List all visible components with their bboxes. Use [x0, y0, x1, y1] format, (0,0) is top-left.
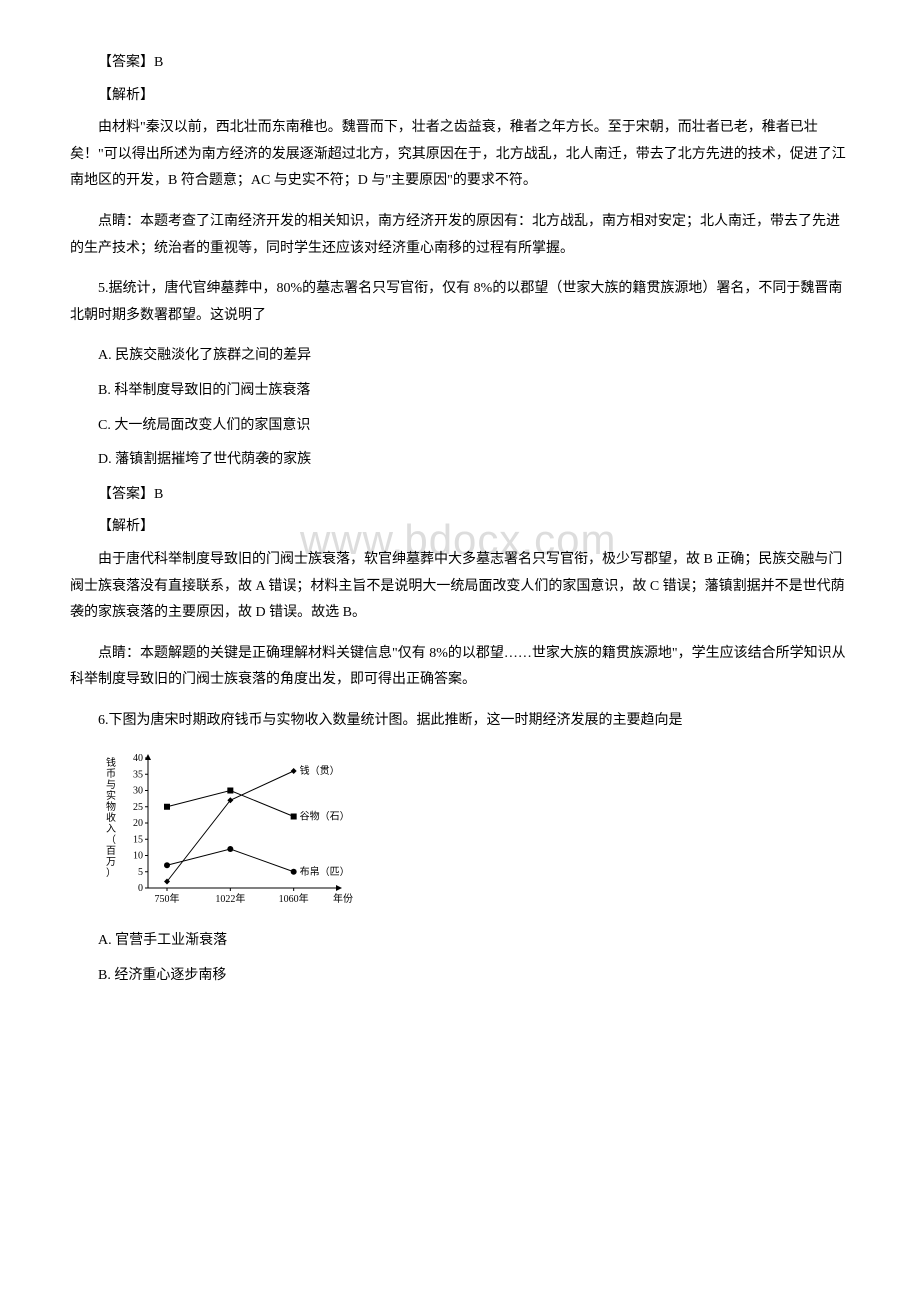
svg-text:1022年: 1022年: [215, 892, 245, 905]
q6-stem: 6.下图为唐宋时期政府钱币与实物收入数量统计图。据此推断，这一时期经济发展的主要…: [70, 708, 850, 735]
svg-text:30: 30: [133, 786, 143, 797]
q5-option-b: B. 科举制度导致旧的门阀士族衰落: [70, 378, 850, 405]
svg-text:5: 5: [138, 867, 143, 878]
svg-text:百: 百: [106, 845, 116, 857]
svg-text:谷物（石）: 谷物（石）: [300, 810, 350, 823]
q5-analysis-text: 由于唐代科举制度导致旧的门阀士族衰落，软官绅墓葬中大多墓志署名只写官衔，极少写郡…: [70, 547, 850, 627]
svg-text:年份: 年份: [333, 892, 353, 905]
q5-answer: 【答案】B: [70, 482, 850, 509]
q4-analysis-label: 【解析】: [70, 83, 850, 110]
q5-option-d: D. 藩镇割据摧垮了世代荫袭的家族: [70, 447, 850, 474]
svg-text:入: 入: [106, 824, 116, 835]
q4-analysis-text: 由材料"秦汉以前，西北壮而东南稚也。魏晋而下，壮者之齿益衰，稚者之年方长。至于宋…: [70, 115, 850, 195]
q6-option-b: B. 经济重心逐步南移: [70, 963, 850, 990]
q5-option-a: A. 民族交融淡化了族群之间的差异: [70, 343, 850, 370]
q4-answer: 【答案】B: [70, 50, 850, 77]
q5-option-c: C. 大一统局面改变人们的家国意识: [70, 413, 850, 440]
svg-text:与: 与: [106, 779, 116, 791]
svg-text:万: 万: [106, 857, 116, 868]
svg-text:（: （: [106, 834, 116, 846]
svg-text:物: 物: [106, 800, 116, 813]
svg-text:钱（贯）: 钱（贯）: [300, 764, 340, 777]
svg-text:0: 0: [138, 883, 143, 894]
svg-text:40: 40: [133, 753, 143, 764]
svg-text:20: 20: [133, 818, 143, 829]
svg-text:35: 35: [133, 770, 143, 781]
svg-text:25: 25: [133, 802, 143, 813]
svg-text:币: 币: [106, 768, 116, 780]
svg-text:10: 10: [133, 851, 143, 862]
svg-text:）: ）: [106, 867, 116, 879]
svg-text:收: 收: [106, 811, 116, 824]
q6-option-a: A. 官营手工业渐衰落: [70, 928, 850, 955]
svg-text:布帛（匹）: 布帛（匹）: [300, 865, 350, 878]
q5-note: 点睛：本题解题的关键是正确理解材料关键信息"仅有 8%的以郡望……世家大族的籍贯…: [70, 641, 850, 694]
svg-text:钱: 钱: [106, 756, 116, 769]
q5-analysis-label: 【解析】: [70, 514, 850, 541]
svg-text:1060年: 1060年: [279, 892, 309, 905]
q6-chart: 钱币与实物收入（百万） 0 5 10 15 20 25 30 35 40 750年 1022年 1060…: [98, 748, 850, 918]
svg-text:实: 实: [106, 789, 116, 802]
q4-note: 点睛：本题考查了江南经济开发的相关知识，南方经济开发的原因有：北方战乱，南方相对…: [70, 209, 850, 262]
svg-text:750年: 750年: [155, 892, 180, 905]
svg-text:15: 15: [133, 835, 143, 846]
q5-stem: 5.据统计，唐代官绅墓葬中，80%的墓志署名只写官衔，仅有 8%的以郡望（世家大…: [70, 276, 850, 329]
